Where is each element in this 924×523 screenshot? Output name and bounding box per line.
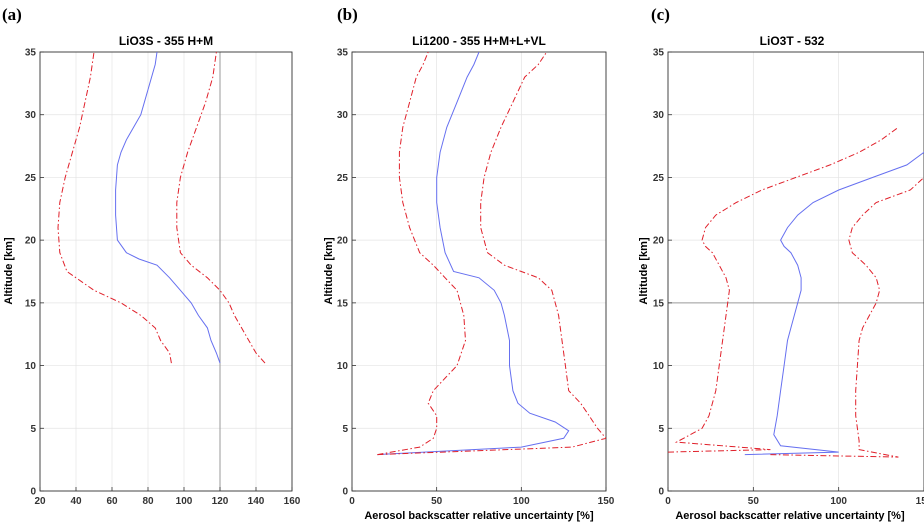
panel-b: (b) Li1200 - 355 H+M+L+VL Altitude [km] … xyxy=(323,5,615,522)
chart-title: Li1200 - 355 H+M+L+VL xyxy=(412,34,546,48)
series-line-mid xyxy=(377,52,570,456)
y-tick-label: 10 xyxy=(653,361,665,372)
panel-label: (c) xyxy=(651,5,670,24)
x-axis-label: Aerosol backscatter relative uncertainty… xyxy=(675,510,905,522)
y-tick-label: 35 xyxy=(653,48,665,59)
x-tick-label: 0 xyxy=(665,496,671,507)
y-tick-label: 30 xyxy=(25,110,37,121)
y-tick-label: 35 xyxy=(25,48,37,59)
y-tick-label: 25 xyxy=(25,173,37,184)
x-tick-label: 100 xyxy=(513,496,530,507)
plot-frame xyxy=(351,51,607,492)
y-tick-label: 30 xyxy=(337,110,349,121)
y-axis-label: Altitude [km] xyxy=(3,237,15,305)
y-tick-label: 0 xyxy=(658,487,664,498)
x-tick-label: 100 xyxy=(830,496,847,507)
y-tick-label: 5 xyxy=(342,424,348,435)
y-tick-label: 15 xyxy=(337,298,349,309)
series-line-mid xyxy=(115,52,221,364)
series-line-bound-2 xyxy=(770,177,924,458)
series-line-bound-1 xyxy=(668,126,899,453)
x-tick-label: 20 xyxy=(34,496,46,507)
x-tick-label: 100 xyxy=(176,496,193,507)
x-tick-label: 120 xyxy=(212,496,229,507)
y-tick-label: 10 xyxy=(25,361,37,372)
series-line-bound-1 xyxy=(377,52,467,456)
plot-frame xyxy=(39,51,293,492)
y-tick-label: 20 xyxy=(337,236,349,247)
x-tick-label: 140 xyxy=(248,496,265,507)
x-tick-label: 150 xyxy=(598,496,615,507)
y-axis-label: Altitude [km] xyxy=(638,237,650,305)
chart-title: LiO3S - 355 H+M xyxy=(119,34,213,48)
y-tick-label: 0 xyxy=(30,487,36,498)
x-tick-label: 50 xyxy=(431,496,443,507)
x-axis-label: Aerosol backscatter relative uncertainty… xyxy=(364,510,594,522)
y-tick-label: 35 xyxy=(337,48,349,59)
x-tick-label: 160 xyxy=(284,496,301,507)
y-tick-label: 0 xyxy=(342,487,348,498)
x-tick-label: 0 xyxy=(349,496,355,507)
y-tick-label: 5 xyxy=(30,424,36,435)
series-line-bound-2 xyxy=(377,52,606,456)
y-tick-label: 20 xyxy=(653,236,665,247)
x-tick-label: 40 xyxy=(70,496,82,507)
y-tick-label: 15 xyxy=(653,298,665,309)
y-tick-label: 10 xyxy=(337,361,349,372)
y-tick-label: 5 xyxy=(658,424,664,435)
x-tick-label: 60 xyxy=(106,496,118,507)
y-tick-label: 25 xyxy=(653,173,665,184)
panel-a: (a) LiO3S - 355 H+M Altitude [km] 20 40 60… xyxy=(2,5,301,507)
panel-c: (c) LiO3T - 532 Altitude [km] Aerosol ba… xyxy=(638,5,924,522)
y-tick-label: 15 xyxy=(25,298,37,309)
plot-frame xyxy=(667,51,924,492)
x-tick-label: 150 xyxy=(916,496,924,507)
chart-title: LiO3T - 532 xyxy=(760,34,825,48)
y-axis-label: Altitude [km] xyxy=(323,237,335,305)
y-tick-label: 25 xyxy=(337,173,349,184)
y-tick-label: 30 xyxy=(653,110,665,121)
x-tick-label: 80 xyxy=(142,496,154,507)
series-line-bound-2 xyxy=(176,52,266,364)
panel-label: (b) xyxy=(337,5,358,24)
y-tick-label: 20 xyxy=(25,236,37,247)
series-line-mid xyxy=(744,151,924,456)
x-tick-label: 50 xyxy=(748,496,760,507)
series-line-bound-1 xyxy=(57,52,172,364)
panel-label: (a) xyxy=(2,5,22,24)
